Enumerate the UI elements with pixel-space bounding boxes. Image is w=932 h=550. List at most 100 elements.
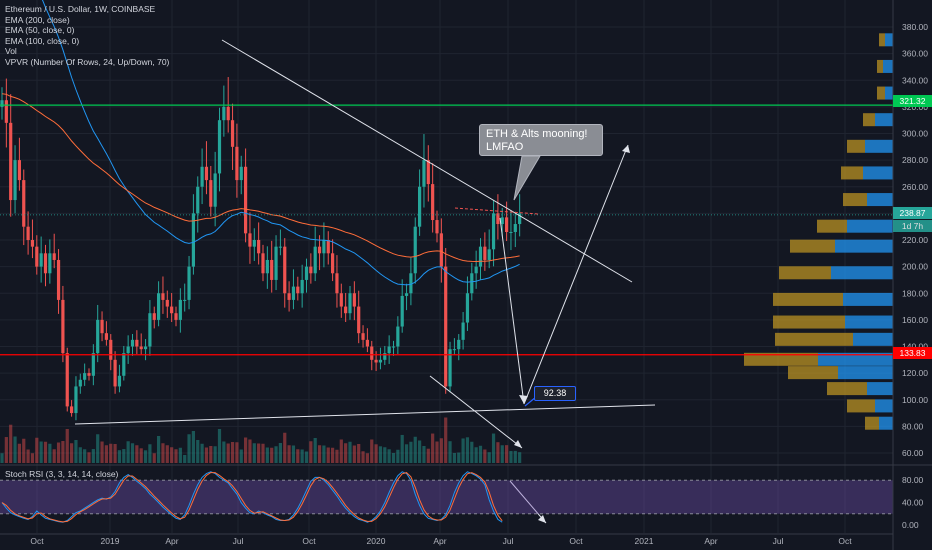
candle-body (487, 249, 491, 260)
vpvr-up-row (883, 59, 893, 73)
vpvr-down-row (744, 352, 818, 366)
candle-body (400, 295, 404, 327)
trend-lines (0, 39, 893, 524)
vpvr-down-row (847, 139, 865, 153)
volume-bar (22, 438, 26, 463)
candle-body (439, 233, 443, 267)
indicator-vpvr[interactable]: VPVR (Number Of Rows, 24, Up/Down, 70) (5, 56, 170, 67)
y-tick-label: 220.00 (902, 235, 928, 245)
candle-body (196, 186, 200, 214)
candle-body (470, 273, 474, 294)
vpvr-down-row (827, 382, 867, 396)
stoch-rsi-label[interactable]: Stoch RSI (3, 3, 14, 14, close) (5, 469, 119, 479)
arrow-head (514, 440, 522, 448)
volume-bar (465, 437, 470, 463)
y-tick-label: 260.00 (902, 182, 928, 192)
volume-bar (413, 436, 417, 463)
candle-body (52, 253, 56, 260)
candle-body (191, 213, 195, 267)
candle-body (39, 253, 43, 267)
volume-bar (30, 453, 35, 463)
candle-body (109, 339, 113, 360)
volume-bar (235, 442, 239, 463)
indicator-vol[interactable]: Vol (5, 46, 17, 57)
candle-body (152, 313, 156, 320)
volume-bar (257, 443, 261, 463)
candle-body (130, 339, 135, 347)
volume-bar (52, 449, 56, 463)
candle-body (374, 359, 378, 363)
candle-body (474, 266, 478, 274)
volume-bar (309, 441, 313, 463)
candle-body (230, 120, 235, 147)
volume-bar (161, 443, 165, 463)
x-tick-label: Jul (233, 536, 244, 546)
volume-bar (278, 443, 282, 463)
volume-bar (213, 446, 217, 463)
volume-bar (35, 437, 39, 463)
callout-bubble[interactable]: ETH & Alts mooning! LMFAO (479, 124, 603, 156)
candle-body (26, 226, 30, 240)
volume-bar (239, 449, 243, 463)
candle-body (183, 299, 187, 301)
candle-body (396, 326, 400, 347)
chart-legend: Ethereum / U.S. Dollar, 1W, COINBASE EMA… (5, 4, 169, 68)
volume-bar (500, 445, 504, 463)
vpvr-up-row (879, 416, 893, 430)
candle-body (48, 253, 52, 274)
volume-bar (457, 452, 461, 463)
volume-bar (361, 451, 365, 463)
vpvr-up-row (875, 113, 893, 127)
candle-body (213, 173, 217, 207)
volume-bar (357, 444, 361, 463)
candle-body (335, 273, 339, 294)
vpvr-down-row (775, 332, 853, 346)
x-tick-label: Apr (704, 536, 717, 546)
volume-bar (87, 452, 91, 463)
candle-body (457, 339, 461, 350)
volume-bar (304, 451, 309, 463)
volume-bar (165, 445, 169, 463)
vpvr-up-row (843, 292, 893, 306)
stoch-k-line (1, 471, 503, 523)
candle-body (496, 213, 500, 225)
x-tick-label: 2020 (367, 536, 386, 546)
candle-body (200, 166, 204, 187)
candle-body (317, 246, 322, 254)
candle-body (222, 106, 226, 121)
green-level-badge: 321.32 (893, 95, 932, 107)
candle-body (391, 346, 396, 348)
volume-bar (26, 449, 30, 463)
volume-bar (174, 449, 178, 463)
candle-body (309, 266, 313, 274)
y-tick-label: 160.00 (902, 315, 928, 325)
indicator-ema50[interactable]: EMA (50, close, 0) (5, 25, 75, 36)
candle-body (491, 213, 496, 250)
candle-body (518, 213, 522, 225)
y-tick-label: 140.00 (902, 342, 928, 352)
x-tick-label: 2019 (101, 536, 120, 546)
indicator-ema100[interactable]: EMA (100, close, 0) (5, 35, 80, 46)
candle-body (409, 273, 413, 294)
candle-body (43, 253, 48, 274)
vpvr-down-row (877, 59, 883, 73)
candle-body (17, 160, 21, 181)
arrow-head (519, 395, 528, 404)
candle-body (361, 333, 365, 340)
indicator-ema200[interactable]: EMA (200, close) (5, 14, 70, 25)
candle-body (239, 166, 243, 181)
volume-bar (326, 447, 330, 463)
volume-bar (96, 434, 100, 463)
volume-bar (439, 438, 443, 463)
target-price-label[interactable]: 92.38 (534, 386, 576, 401)
candle-body (339, 293, 343, 307)
ascending-support-line (74, 404, 656, 425)
volume-bar (296, 449, 300, 463)
candle-body (387, 346, 391, 354)
volume-bar (391, 453, 396, 463)
candle-body (287, 293, 291, 300)
x-tick-label: Oct (569, 536, 583, 546)
candle-body (217, 120, 222, 174)
candle-body (209, 180, 213, 207)
